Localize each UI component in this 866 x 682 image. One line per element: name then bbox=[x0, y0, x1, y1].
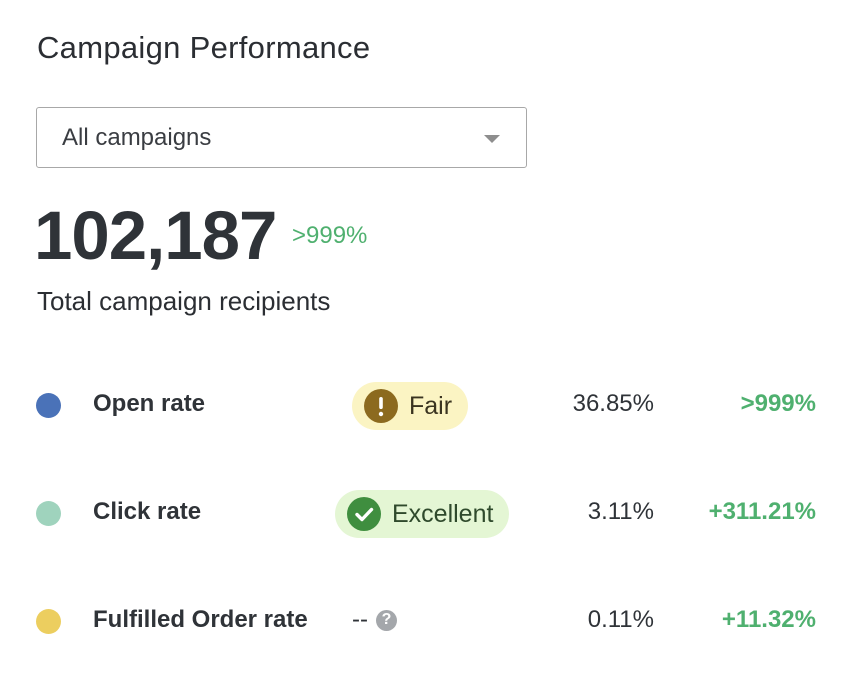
metric-change: +311.21% bbox=[708, 498, 816, 525]
total-recipients-change: >999% bbox=[292, 222, 368, 249]
metric-label: Open rate bbox=[93, 390, 206, 417]
metric-value: 36.85% bbox=[572, 390, 654, 417]
page-title: Campaign Performance bbox=[37, 30, 371, 65]
metric-value: 3.11% bbox=[587, 498, 654, 525]
total-recipients-label: Total campaign recipients bbox=[37, 286, 331, 316]
status-badge-label: Fair bbox=[409, 391, 453, 420]
status-badge-label: Excellent bbox=[392, 499, 494, 528]
metric-label: Click rate bbox=[93, 498, 202, 525]
status-no-data-label: -- bbox=[352, 606, 368, 633]
status-no-data: -- ? bbox=[352, 606, 397, 634]
series-dot-fulfilled-order-rate bbox=[36, 609, 61, 634]
metric-change: +11.32% bbox=[721, 606, 816, 633]
question-icon[interactable]: ? bbox=[375, 609, 397, 631]
series-dot-click-rate bbox=[36, 501, 61, 526]
exclamation-icon bbox=[364, 389, 398, 423]
metric-row-click-rate: Click rate Excellent 3.11% +311.21% bbox=[0, 489, 866, 539]
chevron-down-icon bbox=[484, 135, 500, 143]
campaign-select[interactable]: All campaigns bbox=[36, 107, 527, 168]
metric-value: 0.11% bbox=[587, 606, 654, 633]
metric-row-open-rate: Open rate Fair 36.85% >999% bbox=[0, 381, 866, 431]
checkmark-icon bbox=[347, 497, 381, 531]
total-recipients-value: 102,187 bbox=[34, 197, 277, 274]
series-dot-open-rate bbox=[36, 393, 61, 418]
metric-label: Fulfilled Order rate bbox=[93, 606, 308, 633]
status-badge-fair: Fair bbox=[352, 382, 469, 430]
status-badge-excellent: Excellent bbox=[335, 490, 510, 538]
campaign-select-value: All campaigns bbox=[62, 123, 212, 151]
metric-row-fulfilled-order-rate: Fulfilled Order rate -- ? 0.11% +11.32% bbox=[0, 597, 866, 647]
metric-change: >999% bbox=[740, 390, 816, 417]
